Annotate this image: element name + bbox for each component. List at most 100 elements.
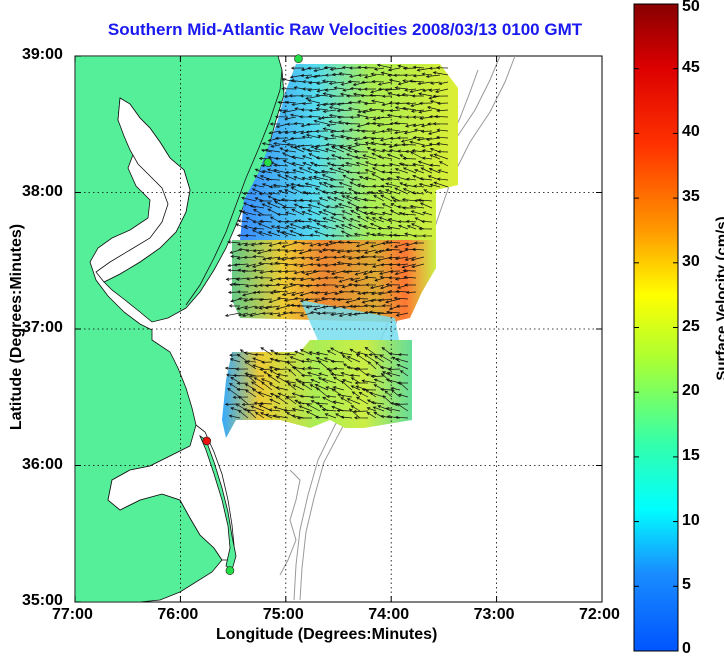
velocity-arrow (305, 358, 321, 363)
velocity-arrow (238, 247, 249, 252)
velocity-arrow (291, 102, 305, 107)
velocity-arrow (336, 115, 353, 119)
velocity-arrow (399, 370, 409, 377)
velocity-arrow (300, 108, 313, 112)
velocity-arrow (418, 182, 433, 188)
velocity-arrow (338, 290, 353, 294)
velocity-arrow (328, 240, 345, 244)
velocity-arrow (403, 73, 417, 77)
velocity-arrow (356, 113, 369, 118)
velocity-arrow (337, 393, 353, 398)
velocity-arrow (281, 87, 297, 91)
velocity-arrow (427, 130, 441, 135)
velocity-arrow (296, 183, 313, 188)
velocity-arrow (272, 198, 289, 202)
velocity-arrow (395, 312, 409, 317)
velocity-arrow (397, 352, 409, 357)
velocity-arrow (437, 150, 449, 154)
velocity-arrow (339, 134, 353, 139)
velocity-arrow (324, 413, 337, 419)
velocity-arrow (429, 163, 441, 167)
velocity-arrow (326, 196, 337, 202)
colorbar-tick-label: 35 (682, 188, 700, 206)
velocity-arrow (401, 212, 417, 216)
velocity-arrow (264, 305, 281, 310)
velocity-arrow (268, 242, 281, 247)
velocity-arrow (416, 137, 433, 142)
velocity-arrow (420, 123, 433, 128)
colorbar-label: Surface Velocity (cm/s) (713, 216, 724, 381)
velocity-arrow (273, 163, 289, 167)
velocity-arrow (405, 219, 417, 224)
velocity-arrow (379, 284, 393, 290)
velocity-arrow (306, 122, 321, 127)
velocity-arrow (397, 393, 409, 398)
velocity-arrow (345, 136, 361, 141)
velocity-arrow (273, 352, 289, 356)
delmarva-coast (185, 69, 283, 306)
velocity-arrow (313, 305, 329, 311)
velocity-arrow (261, 169, 273, 174)
velocity-arrow (325, 157, 337, 161)
velocity-arrow (354, 277, 369, 283)
velocity-arrow (237, 409, 249, 419)
velocity-arrow (291, 208, 305, 216)
velocity-arrow (287, 368, 297, 377)
velocity-arrow (422, 211, 433, 216)
velocity-arrow (318, 182, 329, 188)
velocity-arrow (309, 256, 321, 260)
velocity-arrow (356, 171, 369, 175)
velocity-arrow (227, 268, 241, 272)
velocity-arrow (387, 256, 401, 260)
velocity-arrow (292, 249, 305, 253)
velocity-arrow (252, 209, 265, 216)
velocity-arrow (328, 81, 345, 86)
velocity-arrow (380, 129, 393, 133)
velocity-arrow (336, 109, 353, 113)
velocity-arrow (330, 359, 345, 364)
velocity-arrow (292, 130, 305, 135)
velocity-arrow (305, 270, 321, 276)
velocity-arrow (384, 390, 393, 398)
velocity-arrow (321, 190, 337, 195)
colorbar-tick-label: 30 (682, 252, 700, 270)
velocity-arrow (235, 367, 249, 371)
velocity-arrow (259, 412, 273, 419)
velocity-arrow (326, 394, 337, 399)
colorbar-tick-label: 5 (682, 576, 691, 594)
velocity-arrow (341, 210, 353, 216)
velocity-arrow (313, 298, 329, 303)
velocity-arrow (378, 216, 393, 223)
velocity-arrow (376, 63, 393, 69)
velocity-arrow (228, 304, 241, 308)
velocity-arrow (353, 150, 369, 154)
velocity-arrow (230, 298, 241, 303)
velocity-arrow (419, 202, 433, 209)
velocity-arrow (395, 101, 409, 106)
velocity-arrow (340, 415, 353, 419)
velocity-arrow (305, 133, 321, 139)
velocity-arrow (394, 106, 409, 111)
velocity-arrow (299, 277, 313, 282)
velocity-arrow (397, 64, 409, 69)
velocity-arrow (321, 311, 336, 315)
hf-radar-stations (202, 54, 303, 575)
velocity-arrow (386, 415, 401, 419)
velocity-arrow (258, 192, 273, 196)
velocity-arrow (320, 116, 337, 120)
velocity-arrow (259, 367, 273, 372)
velocity-arrow (313, 170, 329, 175)
velocity-arrow (390, 386, 401, 391)
velocity-arrow (237, 297, 249, 301)
velocity-arrow (281, 231, 297, 237)
velocity-arrow (356, 297, 369, 301)
velocity-arrow (330, 248, 345, 253)
velocity-arrow (237, 312, 249, 317)
velocity-arrow (252, 357, 265, 363)
velocity-arrow (371, 217, 385, 223)
velocity-arrow (304, 297, 321, 302)
velocity-arrow (251, 229, 265, 237)
velocity-arrow (323, 181, 337, 188)
velocity-arrow (273, 168, 289, 174)
velocity-arrow (243, 242, 257, 247)
